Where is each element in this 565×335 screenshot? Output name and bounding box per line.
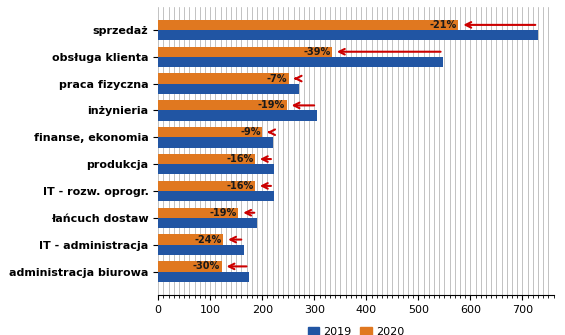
Text: -16%: -16% [226,181,254,191]
Text: -39%: -39% [303,47,331,57]
Bar [158,47,332,57]
Text: -19%: -19% [258,100,285,111]
Bar [158,57,444,67]
Text: -19%: -19% [210,208,237,218]
Bar [158,20,458,30]
Text: -9%: -9% [240,127,260,137]
Bar [158,181,255,191]
Bar [158,191,273,201]
Bar [158,137,273,147]
Bar [158,234,223,245]
Bar [158,271,249,282]
Text: -21%: -21% [429,20,457,30]
Legend: 2019, 2020: 2019, 2020 [303,322,408,335]
Bar [158,154,255,164]
Bar [158,84,299,94]
Bar [158,30,538,40]
Bar [158,245,244,255]
Text: -16%: -16% [226,154,254,164]
Bar [158,218,257,228]
Text: -24%: -24% [194,234,221,245]
Bar [158,208,238,218]
Text: -30%: -30% [193,261,220,271]
Text: -7%: -7% [267,74,287,83]
Bar [158,261,221,271]
Bar [158,127,262,137]
Bar [158,164,273,174]
Bar [158,111,317,121]
Bar [158,100,287,111]
Bar [158,73,289,84]
